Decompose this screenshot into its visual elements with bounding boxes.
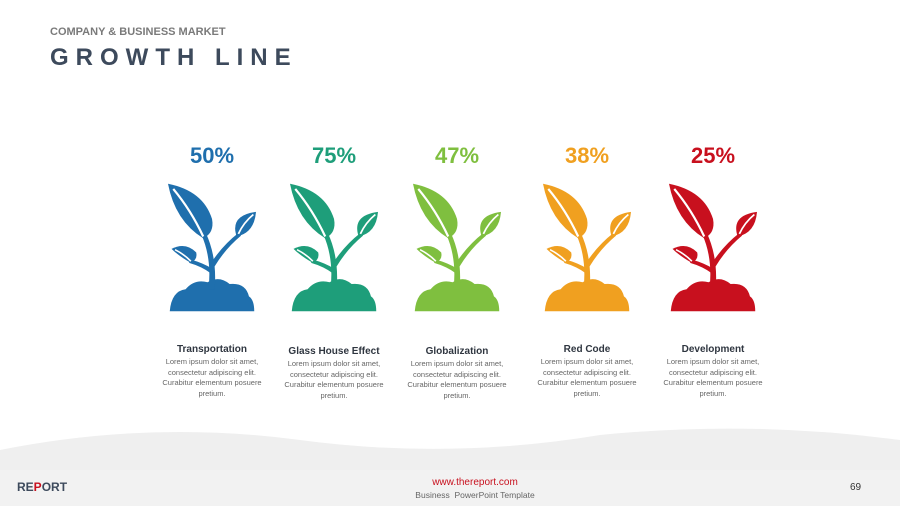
percent: 25%: [690, 143, 736, 168]
item-body: Lorem ipsum dolor sit amet, consectetur …: [663, 357, 763, 398]
plant-icon: [168, 182, 256, 313]
item-title: Development: [681, 344, 745, 355]
percent: 50%: [189, 143, 235, 168]
url: www.thereport.com: [432, 477, 518, 488]
item-body: Lorem ipsum dolor sit amet, consectetur …: [537, 357, 637, 398]
subtitle: COMPANY & BUSINESS MARKET: [50, 26, 226, 38]
page-number: 69: [850, 482, 862, 493]
percent: 75%: [311, 143, 357, 168]
item-title: Red Code: [563, 344, 611, 355]
brand: REPORT: [17, 480, 68, 494]
percent: 38%: [564, 143, 610, 168]
item-title: Glass House Effect: [288, 346, 380, 357]
title: GROWTH LINE: [50, 44, 298, 71]
item-body: Lorem ipsum dolor sit amet, consectetur …: [407, 359, 507, 400]
plant-icon: [290, 182, 378, 313]
item-body: Lorem ipsum dolor sit amet, consectetur …: [284, 359, 384, 400]
plant-icon: [413, 182, 501, 313]
item-title: Globalization: [425, 346, 489, 357]
footer-bar: [0, 470, 900, 506]
plant-icon: [543, 182, 631, 313]
item-title: Transportation: [176, 344, 247, 355]
wave: [0, 428, 900, 470]
plants: [168, 182, 757, 313]
plant-icon: [669, 182, 757, 313]
caption: Business PowerPoint Template: [415, 490, 535, 500]
item-body: Lorem ipsum dolor sit amet, consectetur …: [162, 357, 262, 398]
percent: 47%: [434, 143, 480, 168]
